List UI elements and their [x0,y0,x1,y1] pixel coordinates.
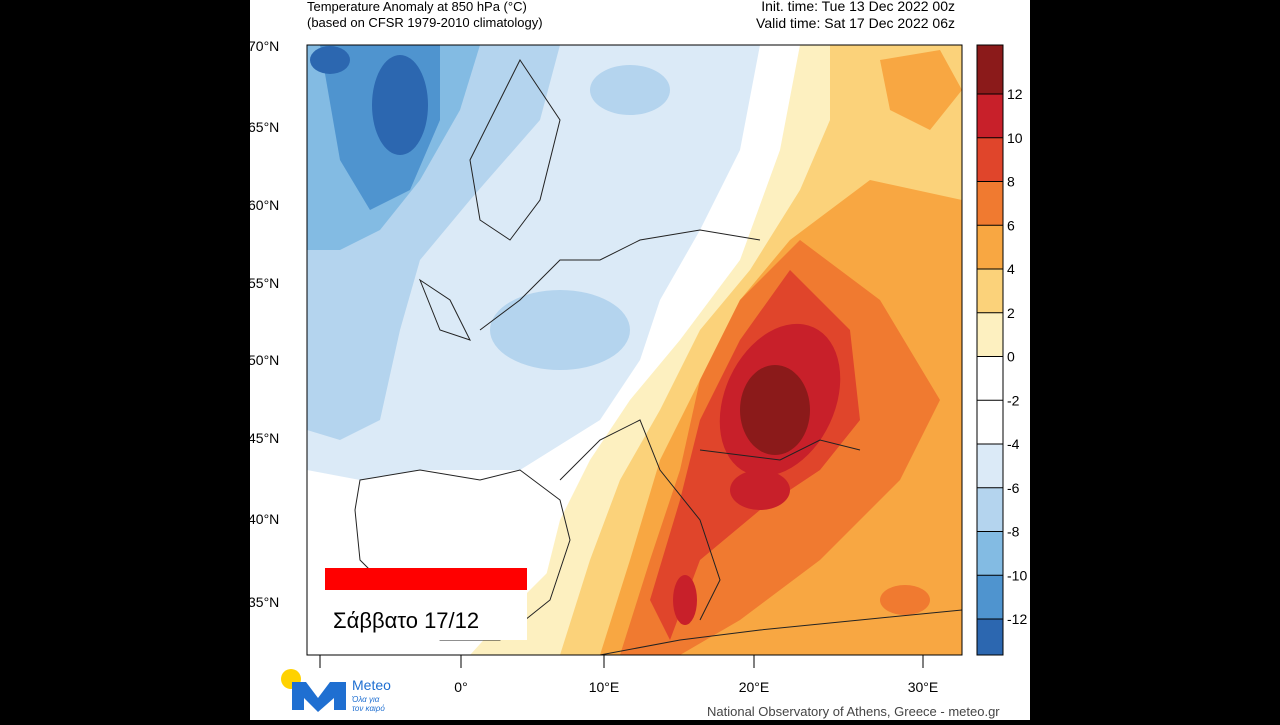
colorbar-bin [977,356,1003,401]
colorbar-label: 10 [1007,130,1023,146]
colorbar-label: -2 [1007,392,1020,408]
map-frame [306,44,963,656]
colorbar-label: -12 [1007,611,1027,627]
label-bar [325,568,527,590]
lon-label: 20°E [739,679,770,695]
lat-label: 35°N [248,594,279,610]
colorbar-bin [977,444,1003,488]
lon-label: 0° [454,679,467,695]
colorbar-bin [977,45,1003,94]
colorbar-label: 12 [1007,86,1023,102]
colorbar-bin [977,137,1003,182]
lat-label: 70°N [248,38,279,54]
footer: National Observatory of Athens, Greece -… [707,704,1000,719]
colorbar-bin [977,575,1003,619]
lon-label: 30°E [908,679,939,695]
colorbar-bin [977,312,1003,357]
colorbar-label: 4 [1007,261,1015,277]
colorbar-label: 0 [1007,349,1015,365]
date-label: Σάββατο 17/12 [333,608,479,633]
colorbar-label: 8 [1007,174,1015,190]
lat-labels: 70°N 65°N 60°N 55°N 50°N 45°N 40°N 35°N [248,38,279,610]
lon-label: 10°E [589,679,620,695]
colorbar-label: -6 [1007,480,1020,496]
colorbar-label: 6 [1007,217,1015,233]
valid-time: Valid time: Sat 17 Dec 2022 06z [756,15,955,31]
colorbar-label: 2 [1007,305,1015,321]
logo-mark [292,682,346,712]
colorbar-bin [977,269,1003,313]
subtitle: (based on CFSR 1979-2010 climatology) [307,15,543,30]
lat-label: 45°N [248,430,279,446]
colorbar-bin [977,487,1003,532]
lat-label: 50°N [248,352,279,368]
colorbar-bin [977,400,1003,444]
colorbar-bin [977,531,1003,576]
lat-label: 60°N [248,197,279,213]
logo-tagline: Όλα για [351,695,380,704]
map-field [307,45,962,655]
title: Temperature Anomaly at 850 hPa (°C) [307,0,527,14]
logo-tagline: τον καιρό [352,704,385,713]
logo-name: Meteo [352,677,391,693]
colorbar-bin [977,225,1003,269]
init-time: Init. time: Tue 13 Dec 2022 00z [761,0,955,14]
colorbar: 12 10 8 6 4 2 0 -2 -4 -6 -8 -10 -12 [976,44,1027,656]
colorbar-bin [977,94,1003,138]
label-box [325,590,527,640]
lat-label: 40°N [248,511,279,527]
colorbar-label: -4 [1007,436,1020,452]
panel-content: Temperature Anomaly at 850 hPa (°C) (bas… [248,0,1027,719]
lat-label: 55°N [248,275,279,291]
colorbar-bin [977,181,1003,226]
colorbar-bin [977,619,1003,655]
lon-labels: 0° 10°E 20°E 30°E [319,655,939,695]
colorbar-frame [976,44,1004,656]
lat-label: 65°N [248,119,279,135]
colorbar-label: -10 [1007,567,1027,583]
colorbar-label: -8 [1007,524,1020,540]
